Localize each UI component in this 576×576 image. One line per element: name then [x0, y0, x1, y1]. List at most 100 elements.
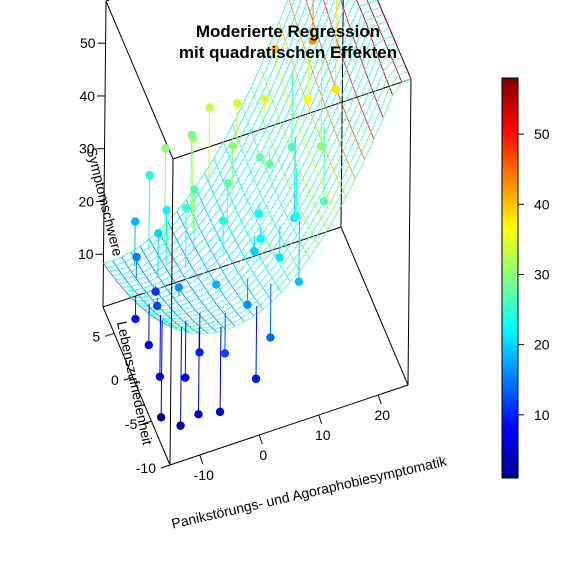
- residual-stem: [293, 137, 296, 218]
- data-point: [219, 216, 228, 225]
- box-edge: [407, 78, 412, 386]
- data-point: [228, 141, 237, 151]
- data-point: [155, 372, 165, 381]
- axes: -10 0 10 20 -10 -5 0 5 10 20 30 40 50: [78, 35, 390, 483]
- x-tick-mark: [377, 394, 382, 405]
- data-points: [130, 36, 340, 430]
- residual-stem: [208, 107, 211, 182]
- surface-line: [121, 0, 328, 288]
- surface-line: [137, 0, 378, 305]
- data-point: [205, 103, 214, 112]
- data-point: [271, 44, 280, 53]
- residual-stem: [255, 306, 258, 379]
- residual-stem: [160, 320, 163, 418]
- surface-line: [109, 0, 302, 273]
- data-point: [144, 340, 153, 350]
- data-point: [251, 374, 261, 383]
- surface-line: [103, 0, 289, 264]
- data-point: [162, 205, 171, 215]
- x-tick-mark: [258, 434, 263, 445]
- data-point: [232, 98, 242, 108]
- residual-stem: [184, 321, 187, 378]
- surface-line: [115, 0, 315, 281]
- surface-line: [143, 14, 384, 311]
- x-tick-label: 20: [374, 407, 390, 423]
- z-tick-label: 40: [79, 88, 95, 104]
- data-point: [190, 185, 199, 194]
- data-point: [161, 144, 170, 153]
- z-tick-label: 30: [79, 141, 95, 157]
- x-tick-mark: [318, 414, 323, 425]
- y-tick-label: 5: [92, 328, 100, 344]
- data-point: [275, 253, 284, 262]
- chart-title-line2: mit quadratischen Effekten: [179, 43, 397, 62]
- residual-stem: [185, 207, 187, 268]
- residual-stem: [320, 58, 323, 147]
- surface-line: [161, 57, 403, 327]
- residual-stem: [164, 148, 167, 247]
- residual-stem: [165, 210, 168, 265]
- surface-line: [152, 35, 393, 320]
- residual-stem: [159, 314, 161, 377]
- y-tick-mark: [142, 420, 152, 425]
- data-point: [243, 300, 252, 309]
- data-point: [187, 130, 196, 139]
- data-point: [265, 159, 274, 169]
- x-tick-mark: [199, 454, 204, 465]
- colorbar-tick-label: 10: [534, 407, 550, 423]
- residual-stem: [193, 189, 195, 251]
- data-point: [220, 349, 230, 358]
- surface-line: [112, 260, 181, 331]
- colorbar-gradient: [501, 77, 519, 479]
- data-point: [132, 252, 141, 262]
- surface-line: [124, 0, 335, 292]
- box-edge: [102, 0, 107, 308]
- y-tick-mark: [160, 464, 171, 469]
- x-axis-label: Panikstörungs- und Agoraphobiesymptomati…: [170, 452, 449, 531]
- data-point: [176, 421, 185, 430]
- colorbar-tick-label: 40: [534, 196, 550, 212]
- data-point: [223, 179, 233, 188]
- box-edge: [169, 158, 174, 466]
- colorbar-tick-label: 20: [534, 337, 550, 353]
- residual-stem: [190, 134, 193, 207]
- data-point: [194, 410, 203, 419]
- data-point: [256, 234, 265, 243]
- colorbar-tick-label: 50: [534, 126, 550, 142]
- colorbar: 10 20 30 40 50: [501, 77, 550, 479]
- data-point: [145, 170, 154, 180]
- surface-line: [131, 0, 350, 298]
- box-edge: [340, 226, 409, 386]
- data-point: [316, 141, 326, 151]
- residual-stem: [323, 126, 326, 202]
- surface-line: [155, 42, 396, 322]
- z-tick-label: 20: [78, 193, 94, 209]
- data-point: [131, 314, 140, 324]
- box-edge: [105, 0, 111, 2]
- data-point: [287, 142, 296, 152]
- data-point: [319, 196, 329, 206]
- box-edge: [102, 226, 342, 308]
- data-point: [195, 348, 204, 357]
- residual-stem: [335, 0, 337, 90]
- colorbar-tick-label: 30: [534, 266, 550, 282]
- surface-line: [106, 0, 295, 268]
- y-tick-label: -10: [136, 460, 156, 476]
- residual-stem: [298, 221, 300, 282]
- data-point: [156, 413, 166, 422]
- surface-line: [140, 6, 381, 308]
- y-tick-label: -5: [125, 416, 138, 432]
- data-point: [303, 94, 313, 104]
- surface-line: [128, 0, 342, 295]
- box-edge: [169, 384, 409, 466]
- residual-stem: [219, 326, 222, 412]
- residual-stem: [197, 327, 200, 415]
- surface-line: [171, 78, 412, 335]
- surface-line: [158, 49, 399, 325]
- residual-stem: [291, 70, 294, 147]
- data-point: [181, 373, 190, 382]
- chart-title-line1: Moderierte Regression: [196, 22, 380, 41]
- data-point: [260, 94, 269, 103]
- data-point: [130, 217, 140, 226]
